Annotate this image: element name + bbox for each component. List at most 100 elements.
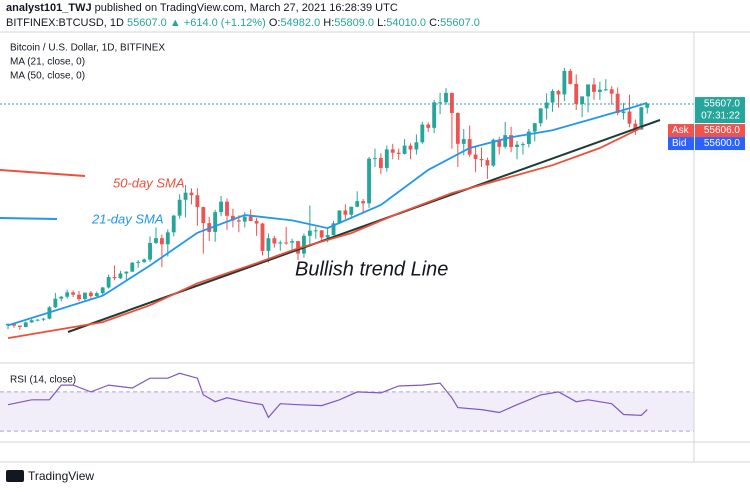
candle-body <box>562 70 567 95</box>
ohlc-label: H: <box>323 17 335 29</box>
candle-body <box>467 139 472 155</box>
candle-body <box>112 277 117 279</box>
candle-body <box>497 139 502 147</box>
sma21-legend-line <box>0 217 58 220</box>
candle-body <box>65 292 70 297</box>
candle-body <box>266 238 271 251</box>
frame: Bitcoin / U.S. Dollar, 1D, BITFINEX MA (… <box>0 31 750 483</box>
candle-body <box>343 210 348 215</box>
annotation: 21-day SMA <box>91 211 164 226</box>
candle-body <box>449 92 454 113</box>
candle-body <box>260 223 265 251</box>
annotation: Bullish trend Line <box>295 258 448 280</box>
candle-body <box>532 123 537 132</box>
candle-body <box>307 230 312 236</box>
candle-body <box>29 320 34 323</box>
candle-body <box>473 154 478 160</box>
candle-body <box>17 325 22 327</box>
published: published on TradingView.com, March 27, … <box>94 2 398 14</box>
candle-body <box>236 220 241 222</box>
candle-body <box>278 242 283 244</box>
last-price-label: 55607.0 <box>704 99 741 110</box>
ohlc-value: 55607.0 <box>440 17 480 29</box>
candle-body <box>319 230 324 238</box>
candle-body <box>645 104 650 108</box>
candle-body <box>254 221 259 224</box>
candle-body <box>432 102 437 128</box>
candle-body <box>242 216 247 222</box>
countdown: 07:31:22 <box>701 111 740 122</box>
candle-body <box>426 124 431 128</box>
candle-body <box>154 238 158 243</box>
candle-body <box>201 207 206 224</box>
candle-body <box>313 230 318 232</box>
candle-body <box>491 139 496 166</box>
candle-body <box>597 89 602 92</box>
candle-body <box>609 89 614 94</box>
candle-body <box>384 149 389 168</box>
candle-body <box>349 206 354 215</box>
candle-body <box>509 135 514 147</box>
candle-body <box>503 135 508 147</box>
candle-body <box>148 242 152 260</box>
candle-body <box>213 212 218 232</box>
candle-body <box>438 102 442 104</box>
candle-body <box>420 124 425 143</box>
candle-body <box>171 215 176 233</box>
header: analyst101_TWJ published on TradingView.… <box>6 1 480 31</box>
candle-body <box>177 199 182 216</box>
grid <box>0 391 694 432</box>
candle-body <box>230 215 235 221</box>
candle-body <box>118 273 123 279</box>
rsi-title: RSI (14, close) <box>10 375 76 386</box>
candle-body <box>355 201 360 207</box>
candle-body <box>526 131 531 144</box>
candle-body <box>367 158 371 204</box>
candle-body <box>83 292 87 300</box>
header-line: BITFINEX:BTCUSD, 1D 55607.0 ▲ +614.0 (+1… <box>6 16 480 31</box>
candle-body <box>485 160 490 166</box>
candle-body <box>219 201 223 213</box>
header-line: analyst101_TWJ published on TradingView.… <box>6 1 480 16</box>
candle-body <box>35 319 40 321</box>
candle-body <box>302 235 306 254</box>
candle-body <box>11 323 16 326</box>
candle-body <box>94 293 99 297</box>
candle-body <box>414 142 419 150</box>
candle-body <box>136 261 141 263</box>
candle-body <box>183 192 188 200</box>
last-price-box <box>695 97 745 124</box>
marks <box>0 67 650 419</box>
symbol: BITFINEX:BTCUSD, 1D <box>6 17 124 29</box>
bid-label: Bid <box>672 138 686 149</box>
candle-body <box>461 139 466 144</box>
ohlc-value: 54982.0 <box>280 17 321 29</box>
candle-body <box>633 123 638 130</box>
candle-body <box>603 89 608 91</box>
candle-body <box>627 111 632 124</box>
overlays <box>0 102 694 339</box>
candle-body <box>130 262 135 272</box>
ohlc-value: 54010.0 <box>386 17 427 29</box>
candle-body <box>106 277 111 288</box>
candle-body <box>408 145 413 150</box>
candle-body <box>100 287 105 294</box>
candle-body <box>53 298 58 308</box>
moving-average <box>7 102 648 327</box>
candle-body <box>59 296 64 299</box>
rsi-band <box>0 391 694 432</box>
candle-body <box>479 159 484 161</box>
candle-body <box>41 318 46 320</box>
candle-body <box>396 152 401 154</box>
candle-body <box>444 92 448 103</box>
candle-body <box>142 259 147 262</box>
candle-body <box>373 158 377 160</box>
candle-body <box>515 144 519 147</box>
candle-body <box>615 93 620 114</box>
ask-label: Ask <box>672 125 690 136</box>
ask-value: 55606.0 <box>704 125 741 136</box>
candle-body <box>556 91 561 95</box>
price: 55607.0 <box>127 17 167 29</box>
